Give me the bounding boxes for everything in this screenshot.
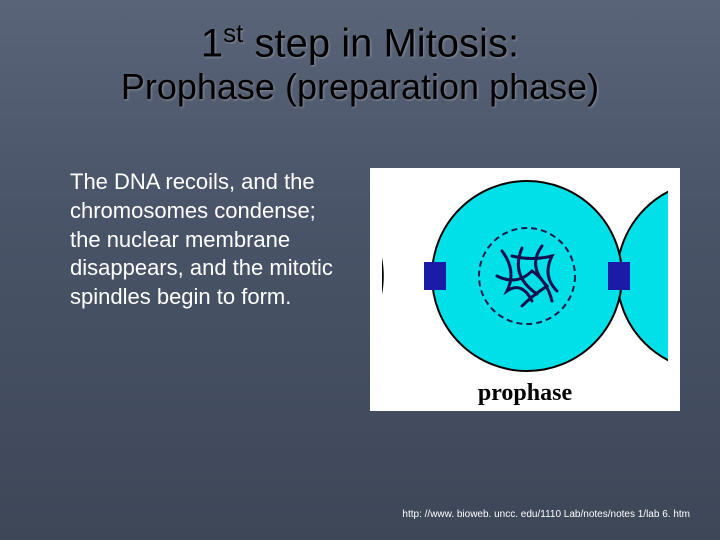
title-main: 1st step in Mitosis:	[0, 18, 720, 66]
title-ordinal: 1	[201, 21, 223, 65]
title-rest: step in Mitosis:	[243, 21, 519, 65]
adjacent-cell-left-icon	[382, 206, 383, 346]
prophase-diagram	[382, 176, 668, 376]
citation-text: http: //www. bioweb. uncc. edu/1110 Lab/…	[402, 509, 690, 520]
centriole-left-icon	[424, 262, 446, 290]
title-block: 1st step in Mitosis: Prophase (preparati…	[0, 0, 720, 108]
body-text: The DNA recoils, and the chromosomes con…	[70, 168, 340, 311]
title-suffix: st	[223, 18, 243, 48]
content-row: The DNA recoils, and the chromosomes con…	[0, 108, 720, 411]
diagram-label: prophase	[382, 380, 668, 407]
centriole-right-icon	[608, 262, 630, 290]
title-subtitle: Prophase (preparation phase)	[0, 66, 720, 108]
diagram-panel: prophase	[370, 168, 680, 411]
